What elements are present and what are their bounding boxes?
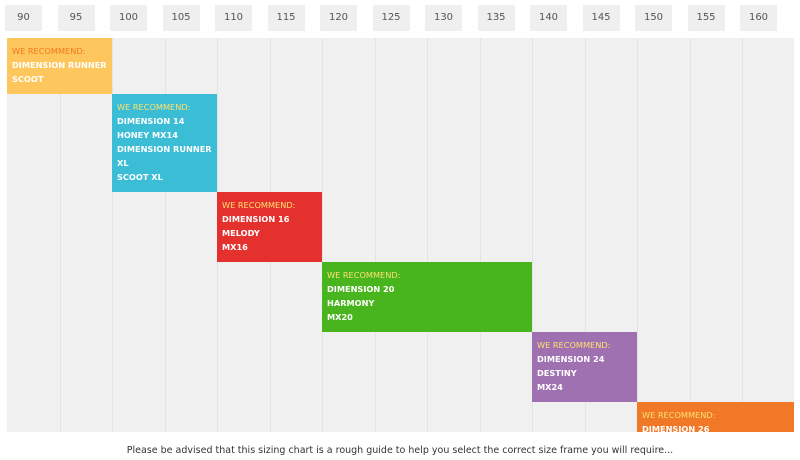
recommendation-heading: WE RECOMMEND:: [642, 410, 716, 420]
recommendation-block: WE RECOMMEND: DIMENSION RUNNER SCOOT: [7, 38, 112, 94]
x-tick-label: 90: [5, 5, 42, 31]
gridline: [532, 38, 533, 432]
recommendation-block: WE RECOMMEND: DIMENSION 24 DESTINY MX24: [532, 332, 637, 402]
x-tick-label: 100: [110, 5, 147, 31]
recommendation-block: WE RECOMMEND: DIMENSION 16 MELODY MX16: [217, 192, 322, 262]
size-axis-header: 90 95 100 105 110 115 120 125 130 135 140 145 150 155…: [0, 0, 800, 36]
recommended-model: DIMENSION RUNNER: [117, 144, 212, 154]
recommendation-heading: WE RECOMMEND:: [327, 270, 401, 280]
recommended-model: DIMENSION RUNNER: [12, 60, 107, 70]
sizing-chart-area: WE RECOMMEND: DIMENSION RUNNER SCOOT WE REC…: [7, 38, 794, 432]
recommended-model: SCOOT XL: [117, 172, 163, 182]
recommended-model: MX20: [327, 312, 353, 322]
gridline: [742, 38, 743, 432]
recommended-model: MX16: [222, 242, 248, 252]
recommended-model: DIMENSION 24: [537, 354, 605, 364]
x-tick-label: 110: [215, 5, 252, 31]
gridline: [427, 38, 428, 432]
recommendation-block: WE RECOMMEND: DIMENSION 14 HONEY MX14 DIMEN…: [112, 94, 217, 192]
x-tick-label: 125: [372, 5, 410, 31]
x-tick-label: 150: [635, 5, 672, 31]
recommended-model: DIMENSION 26: [642, 424, 710, 432]
x-tick-label: 135: [477, 5, 515, 31]
recommended-model: SCOOT: [12, 74, 44, 84]
x-tick-label: 105: [162, 5, 200, 31]
gridline: [59, 38, 61, 432]
gridline: [689, 38, 691, 432]
recommended-model: DIMENSION 14: [117, 116, 185, 126]
recommendation-block: WE RECOMMEND: DIMENSION 20 HARMONY MX20: [322, 262, 532, 332]
recommendation-heading: WE RECOMMEND:: [222, 200, 296, 210]
recommended-model: MX24: [537, 382, 563, 392]
x-tick-label: 140: [530, 5, 567, 31]
sizing-disclaimer: Please be advised that this sizing chart…: [126, 445, 674, 456]
recommendation-heading: WE RECOMMEND:: [537, 340, 611, 350]
gridline: [584, 38, 586, 432]
recommendation-heading: WE RECOMMEND:: [117, 102, 191, 112]
gridline: [164, 38, 166, 432]
x-tick-label: 145: [582, 5, 620, 31]
x-tick-label: 120: [320, 5, 357, 31]
x-tick-label: 155: [687, 5, 725, 31]
x-tick-label: 130: [425, 5, 462, 31]
recommended-model: DIMENSION 20: [327, 284, 395, 294]
gridline: [374, 38, 376, 432]
x-tick-label: 115: [267, 5, 305, 31]
gridline: [322, 38, 323, 432]
recommended-model: MELODY: [222, 228, 260, 238]
recommended-model: XL: [117, 158, 129, 168]
x-tick-label: 95: [57, 5, 95, 31]
recommendation-heading: WE RECOMMEND:: [12, 46, 86, 56]
gridline: [479, 38, 481, 432]
x-tick-label: 160: [740, 5, 777, 31]
gridline: [637, 38, 638, 432]
recommended-model: HARMONY: [327, 298, 375, 308]
recommended-model: HONEY MX14: [117, 130, 178, 140]
recommendation-block: WE RECOMMEND: DIMENSION 26: [637, 402, 794, 432]
recommended-model: DIMENSION 16: [222, 214, 290, 224]
gridline: [112, 38, 113, 432]
recommended-model: DESTINY: [537, 368, 577, 378]
